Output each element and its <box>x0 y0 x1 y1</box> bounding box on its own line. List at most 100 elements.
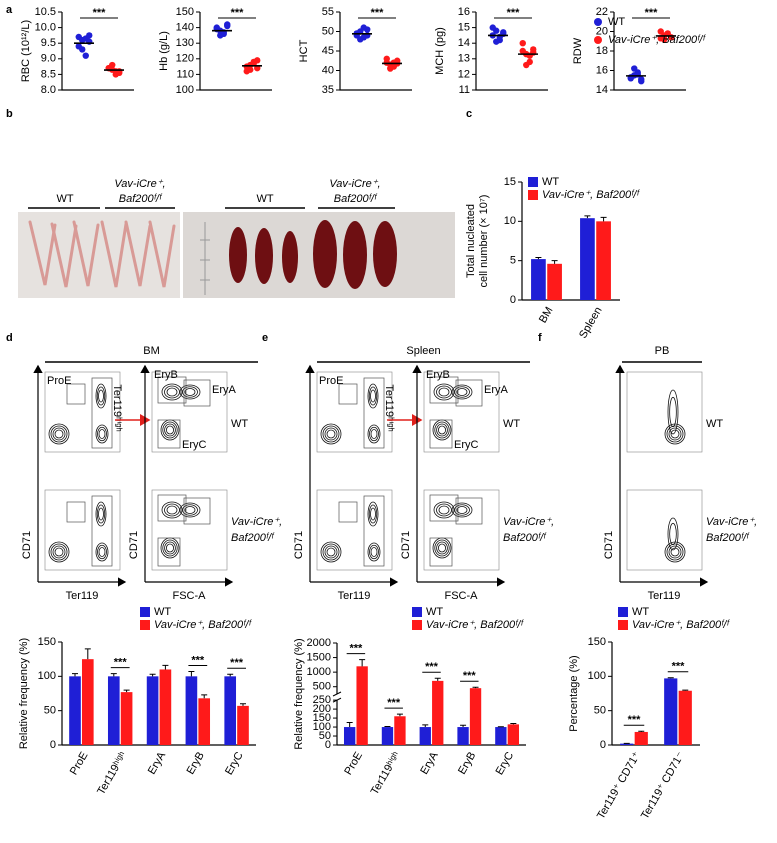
axis <box>61 12 134 91</box>
bar <box>198 698 211 745</box>
row-label: Baf200ᶠ/ᶠ <box>231 532 275 544</box>
contour <box>367 542 381 562</box>
y-tick-label: 1500 <box>307 651 331 663</box>
y-tick-label: 14 <box>458 37 470 49</box>
gate <box>157 537 181 567</box>
flow-x-label: Ter119 <box>66 590 99 602</box>
panel-label: e <box>262 332 268 344</box>
point <box>86 32 93 39</box>
y-axis-label: Relative frequency (%) <box>18 638 30 749</box>
gate <box>183 497 211 525</box>
contour <box>436 503 452 517</box>
gate-label: EryB <box>426 369 450 381</box>
error-bar <box>584 215 591 219</box>
contour <box>433 383 455 401</box>
y-axis-label: Percentage (%) <box>568 655 580 731</box>
contour <box>456 388 468 396</box>
significance: *** <box>191 654 205 666</box>
y-tick-label: 0 <box>325 739 331 751</box>
x-tick-label: ProE <box>68 750 91 777</box>
contour <box>52 545 66 559</box>
y-tick-label: 150 <box>38 636 56 648</box>
bar <box>432 680 444 745</box>
y-tick-label: 1000 <box>307 666 331 678</box>
panel-label: b <box>6 108 13 120</box>
y-tick-label: 50 <box>322 25 334 37</box>
legend-marker <box>528 177 538 187</box>
gate <box>429 494 459 522</box>
significance: *** <box>231 7 245 19</box>
error-bar <box>149 673 156 677</box>
error-bar <box>667 677 674 679</box>
y-tick-label: 0 <box>50 739 56 751</box>
error-bar <box>201 694 208 699</box>
row-label: WT <box>503 418 520 430</box>
contour <box>369 544 379 560</box>
legend-marker <box>618 620 628 630</box>
contour <box>50 425 68 443</box>
gate-label: EryB <box>154 369 178 381</box>
y-tick-label: 55 <box>322 6 334 18</box>
bar <box>146 676 159 745</box>
gate <box>157 419 181 449</box>
gate <box>157 376 187 404</box>
contour <box>95 501 107 527</box>
bar <box>356 666 368 745</box>
contour <box>96 386 106 406</box>
contour <box>166 505 178 515</box>
y-tick-label: 150 <box>588 636 606 648</box>
error-bar <box>422 724 429 728</box>
contour <box>97 544 107 560</box>
significance: *** <box>114 656 128 668</box>
flow-y-label: CD71 <box>128 531 140 559</box>
legend-marker <box>412 620 422 630</box>
row-label: Baf200ᶠ/ᶠ <box>706 532 750 544</box>
bar <box>120 692 133 745</box>
point <box>109 61 116 69</box>
significance: *** <box>349 643 363 655</box>
significance: *** <box>230 657 244 669</box>
contour <box>451 502 473 518</box>
y-tick-label: 100 <box>313 721 331 733</box>
gate <box>455 497 483 525</box>
significance: *** <box>387 697 401 709</box>
contour <box>669 522 677 546</box>
gate <box>363 495 385 567</box>
panel-label: f <box>538 332 542 344</box>
bar <box>580 218 595 300</box>
legend-label: WT <box>426 606 443 618</box>
contour <box>161 383 183 401</box>
contour <box>436 385 452 399</box>
contour <box>95 383 107 409</box>
photo-label: Baf200ᶠ/ᶠ <box>334 193 378 205</box>
y-tick-label: 40 <box>322 64 334 76</box>
bar <box>81 659 94 745</box>
panel-label: c <box>466 108 472 120</box>
y-tick-label: 8.0 <box>41 84 56 96</box>
row-label: Vav-iCre⁺, <box>706 516 757 528</box>
y-tick-label: 110 <box>176 68 194 80</box>
bar <box>469 688 482 745</box>
contour <box>98 547 106 557</box>
contour <box>95 542 109 562</box>
contour <box>166 387 178 397</box>
y-tick-label: 150 <box>313 712 331 724</box>
contour <box>434 421 450 439</box>
bar <box>547 263 562 300</box>
bar <box>664 678 678 745</box>
flow-frame <box>423 489 500 571</box>
contour <box>96 504 106 524</box>
panel-label: d <box>6 332 13 344</box>
flow-frame <box>423 371 500 453</box>
legend-marker <box>594 18 602 26</box>
gate-label: EryA <box>212 384 237 396</box>
legend-label: Vav-iCre⁺, Baf200ᶠ/ᶠ <box>542 189 640 201</box>
gate <box>66 383 86 405</box>
gate <box>338 501 358 523</box>
y-tick-label: 10 <box>504 215 516 227</box>
y-tick-label: 50 <box>319 730 331 742</box>
contour <box>98 507 104 521</box>
y-tick-label: 35 <box>322 84 334 96</box>
flow-header: BM <box>143 345 160 357</box>
bar <box>224 676 237 745</box>
